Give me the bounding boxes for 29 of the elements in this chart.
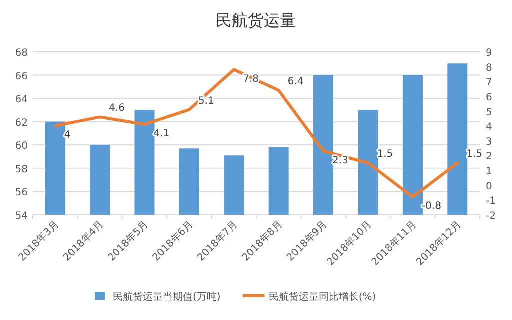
y-tick-label: 62 xyxy=(15,118,28,129)
y2-tick-label: 8 xyxy=(486,62,492,74)
data-label: 1.5 xyxy=(377,149,394,160)
legend-label: 民航货运量当期值(万吨) xyxy=(113,291,221,303)
y2-tick-label: 9 xyxy=(486,48,492,59)
y2-tick-label: 6 xyxy=(486,92,492,104)
y2-tick-label: 5 xyxy=(486,107,492,118)
legend-label: 民航货运量同比增长(%) xyxy=(268,291,376,303)
y2-tick-label: 7 xyxy=(486,78,492,89)
y-tick-label: 60 xyxy=(15,141,28,152)
y-tick-label: 68 xyxy=(15,48,28,59)
data-label: 6.4 xyxy=(288,76,304,88)
line-series xyxy=(54,68,460,199)
y2-tick-label: -2 xyxy=(486,211,496,222)
y-tick-label: 54 xyxy=(15,211,28,222)
data-label: 5.1 xyxy=(198,96,214,107)
y-tick-label: 56 xyxy=(15,188,28,199)
y2-tick-label: 1 xyxy=(486,166,492,178)
data-label: 4.6 xyxy=(109,103,125,114)
y2-tick-label: 4 xyxy=(486,122,492,134)
y2-tick-label: 2 xyxy=(486,152,492,163)
y2-tick-label: 3 xyxy=(486,136,492,148)
y-tick-label: 58 xyxy=(15,164,28,176)
y2-tick-label: 0 xyxy=(486,181,492,192)
y2-tick-label: -1 xyxy=(486,196,496,208)
y-tick-label: 66 xyxy=(15,71,28,82)
y-tick-label: 64 xyxy=(15,94,28,106)
data-label: 1.5 xyxy=(466,149,483,160)
chart-title: 民航货运量 xyxy=(216,11,296,30)
